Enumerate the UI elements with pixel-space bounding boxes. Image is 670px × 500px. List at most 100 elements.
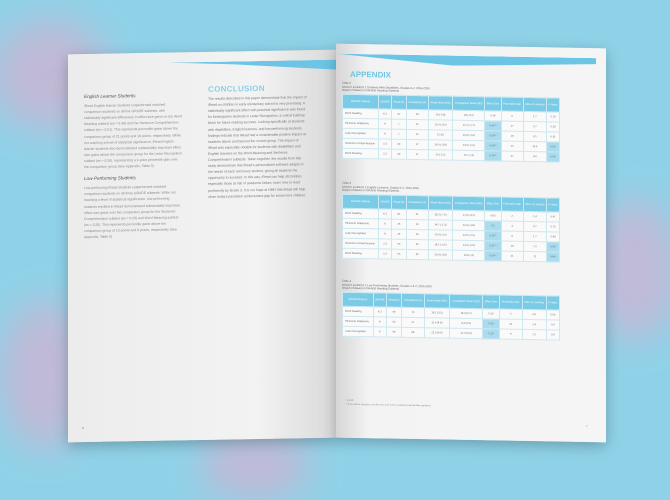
table-cell: Word Reading	[342, 306, 374, 317]
column-header: Comparison (n)	[401, 293, 425, 308]
results-table: GRADE Subtest GRADE iRead (n) Comparison (n…	[342, 94, 560, 163]
footnote-effect-size: **In the field of education, an effect s…	[346, 403, 432, 408]
footnote-significance: *p<0.05	[346, 399, 354, 402]
table-cell: 2.4	[522, 319, 547, 330]
table-cell: 29	[406, 109, 429, 120]
table-cell: 0.47	[546, 211, 560, 223]
table-cell: 19 (-5.8)	[428, 109, 453, 121]
column-header: Percentile Gain	[501, 197, 524, 212]
table-cell: 67	[401, 317, 425, 328]
table-cell: 69	[386, 327, 402, 338]
column-header: Comparison (n)	[406, 195, 429, 210]
column-header: iRead Mean (SD)	[424, 293, 450, 309]
table-cell: 2.7	[523, 121, 547, 132]
table-cell: 16	[406, 219, 429, 230]
table-cell: 9	[501, 231, 524, 242]
table-cell: 17	[406, 139, 429, 150]
table-cell: 25.7 (-4)	[452, 150, 485, 161]
table-cell: 1.4	[523, 211, 547, 222]
column-header: P-Value	[546, 197, 560, 213]
table-cell: K-2	[378, 108, 392, 120]
table-cell: 1-2	[378, 238, 392, 250]
table-cell: 16.6 (-3.8)	[428, 139, 453, 151]
table-cell: 25	[501, 141, 524, 152]
table-cell: 0.31	[546, 131, 560, 143]
table-cell: 0.69**	[484, 140, 502, 152]
table-cell: 13	[499, 318, 522, 330]
table-cell: 19	[501, 131, 524, 142]
table-cell: 0.01*	[546, 241, 560, 253]
table-cell: 4	[501, 221, 524, 232]
table-cell: Word Reading	[342, 208, 379, 219]
table-cell: 0.20	[482, 328, 500, 339]
table-cell: 26 (-2.2)	[428, 149, 453, 161]
column-header: GRADE Subtest	[342, 292, 374, 307]
column-header: Mins of Learning	[523, 197, 547, 212]
ell-heading: English Learner Students	[84, 93, 136, 100]
column-header: Comparison Mean (SD)	[452, 196, 485, 211]
table-cell: 1-2	[378, 138, 392, 150]
table-caption: Table 4 District I & District 2 Low-Perfo…	[342, 279, 432, 292]
table-cell: 26	[391, 229, 407, 240]
conclusion-body: The results described in this paper demo…	[208, 95, 307, 199]
table-cell: 0.01*	[546, 151, 560, 163]
results-table: GRADE Subtest GRADE iRead (n) Comparison (n…	[342, 194, 560, 263]
table-cell: 0.9	[546, 329, 560, 341]
column-header: GRADE Subtest	[342, 94, 379, 109]
table-cell: 18.3 (-7.6)	[428, 209, 453, 221]
table-cell: 0.14	[484, 110, 502, 122]
table-cell: 12	[406, 119, 429, 130]
left-column: English Learner Students iRead English l…	[84, 92, 182, 240]
column-header: Comparison Mean (SD)	[449, 294, 483, 309]
table-cell: 22.5 (4.6)	[424, 327, 450, 339]
column-header: Mins of Learning	[523, 97, 547, 112]
table-cell: Phoneme Grapheme	[342, 118, 379, 129]
table-cell: 13.3 (-5.5)	[452, 140, 485, 151]
table-cell: 40	[391, 149, 407, 160]
table-cell: 19.1 (3.2)	[424, 307, 450, 319]
table-cell: 0.6	[546, 319, 560, 331]
table-cell: 7	[391, 119, 407, 130]
conclusion-heading: CONCLUSION	[208, 83, 265, 94]
column-header: GRADE	[378, 94, 392, 110]
table-cell: 1.1	[522, 329, 547, 340]
table-cell: 12	[406, 129, 429, 140]
table-cell: 11 (0)	[428, 129, 453, 141]
table-cell: 18 (-8.2)	[452, 110, 485, 121]
column-header: Comparison Mean (SD)	[452, 96, 485, 111]
table-cell: 45	[406, 249, 429, 260]
header-wave	[168, 60, 336, 73]
table-cell: 0.26**	[484, 230, 502, 242]
table-cell: 3.1	[523, 131, 547, 142]
table-cell: 0.50**	[484, 130, 502, 142]
column-header: iRead (n)	[386, 293, 402, 308]
table-cell: Sentence Comprehension	[342, 238, 379, 249]
table-cell: 2	[501, 211, 524, 222]
table-cell: Letter Recognition	[342, 228, 379, 239]
appendix-title: APPENDIX	[350, 69, 391, 80]
page-number: 7	[586, 424, 588, 429]
table-cell: 0.75	[546, 221, 560, 233]
table-cell: Sentence Comprehension	[342, 138, 379, 149]
table-cell: 18.1 (-4.5)	[428, 239, 453, 251]
table-cell: 26	[391, 219, 407, 230]
table-cell: 14.4 (-4.8)	[452, 220, 485, 231]
header-wave	[336, 54, 596, 69]
table-cell: 17	[406, 149, 429, 160]
table-cell: K	[373, 326, 387, 338]
table-caption: Table 3 District I & District 2 English L…	[342, 181, 419, 194]
table-cell: K	[378, 128, 392, 140]
table-cell: 0.39	[546, 121, 560, 133]
column-header: iRead (n)	[391, 95, 407, 110]
table-cell: 0.19	[546, 111, 560, 123]
table-caption: Table 2 District I & District 2 Students …	[342, 81, 430, 94]
left-page: English Learner Students iRead English l…	[68, 49, 336, 443]
column-header: Percentile Gain	[501, 97, 524, 112]
table-cell: K-2	[373, 306, 387, 318]
table-cell: 0.13	[482, 308, 500, 319]
table-cell: K	[373, 316, 387, 328]
column-header: Comparison (n)	[406, 95, 429, 110]
column-header: Mins of Learning	[522, 295, 547, 310]
table-cell: 0.56	[546, 309, 560, 321]
table-cell: 9	[499, 328, 522, 340]
